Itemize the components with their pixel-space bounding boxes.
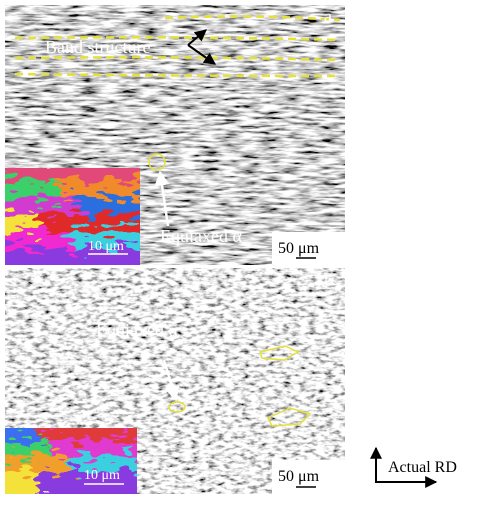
direction-indicator: Actual RD — [375, 448, 457, 482]
annotation: Band structure — [45, 37, 150, 57]
inset-scale: 10 μm — [84, 468, 120, 483]
annotation: Equiaxed α — [160, 226, 242, 246]
panel-label: b — [324, 270, 333, 290]
panel-label: a — [324, 6, 332, 26]
direction-label: Actual RD — [388, 459, 457, 476]
scale-label: 50 μm — [278, 240, 320, 257]
panel-b: Equiaxed α b 10 μm 50 μm — [0, 268, 345, 502]
inset-map — [0, 420, 160, 502]
scale-label: 50 μm — [278, 468, 320, 485]
panel-a: Band structure Equiaxed α a 10 μm 50 μm — [0, 5, 345, 278]
inset-scale: 10 μm — [88, 239, 124, 254]
inset-map — [0, 160, 160, 278]
figure: Band structure Equiaxed α a 10 μm 50 μm … — [0, 0, 488, 522]
annotation: Equiaxed α — [96, 320, 178, 340]
